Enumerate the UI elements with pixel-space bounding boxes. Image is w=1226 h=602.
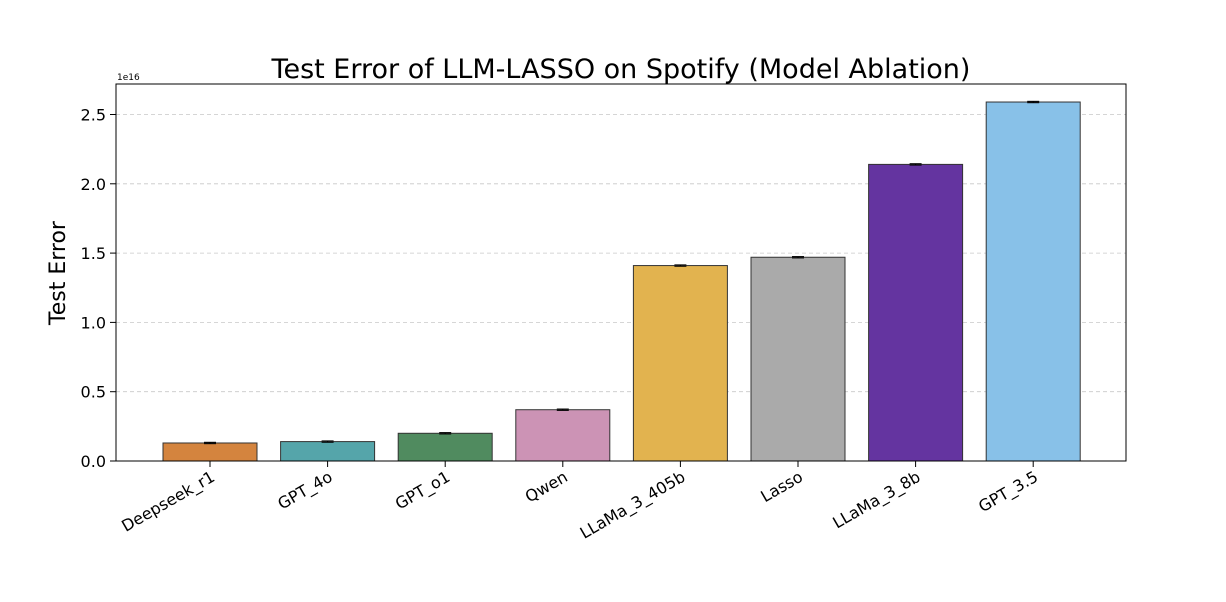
bars <box>162 101 1081 462</box>
bar-llama-3-8b <box>868 163 964 462</box>
plot-area-frame <box>115 83 1127 462</box>
x-tick-label: Deepseek_r1 <box>118 467 218 536</box>
y-axis-label: Test Error <box>46 220 71 326</box>
bar-qwen <box>515 409 611 462</box>
x-tick-label: GPT_o1 <box>392 467 454 514</box>
bar-deepseek-r1 <box>162 442 258 462</box>
bar-lasso <box>750 256 846 462</box>
y-tick-label: 1.5 <box>81 244 106 263</box>
x-tick-label: Qwen <box>522 467 571 506</box>
x-tick-label: GPT_3.5 <box>975 467 1042 517</box>
error-bars <box>204 100 1040 445</box>
y-tick-label: 1.0 <box>81 313 106 332</box>
x-tick-label: Lasso <box>757 467 806 506</box>
x-tick-label: LLaMa_3_405b <box>577 467 689 543</box>
x-tick-label: GPT_4o <box>274 467 336 514</box>
y-tick-label: 0.0 <box>81 452 106 471</box>
x-tick-label: LLaMa_3_8b <box>829 467 924 533</box>
x-axis-ticks: Deepseek_r1 GPT_4o GPT_o1 Qwen LLaMa_3_405b L… <box>118 461 1042 543</box>
chart-title: Test Error of LLM-LASSO on Spotify (Mode… <box>271 54 971 85</box>
bar-gpt-4o <box>280 441 376 462</box>
y-axis-ticks: 0.0 0.5 1.0 1.5 2.0 2.5 <box>81 105 116 471</box>
bar-llama-3-405b <box>632 265 728 462</box>
bar-gpt-o1 <box>397 432 493 462</box>
gridlines <box>116 114 1126 393</box>
y-tick-label: 2.0 <box>81 175 106 194</box>
y-tick-label: 0.5 <box>81 383 106 402</box>
y-tick-label: 2.5 <box>81 105 106 124</box>
bar-gpt-3-5 <box>985 101 1081 462</box>
y-axis-scale-offset: 1e16 <box>117 73 140 83</box>
